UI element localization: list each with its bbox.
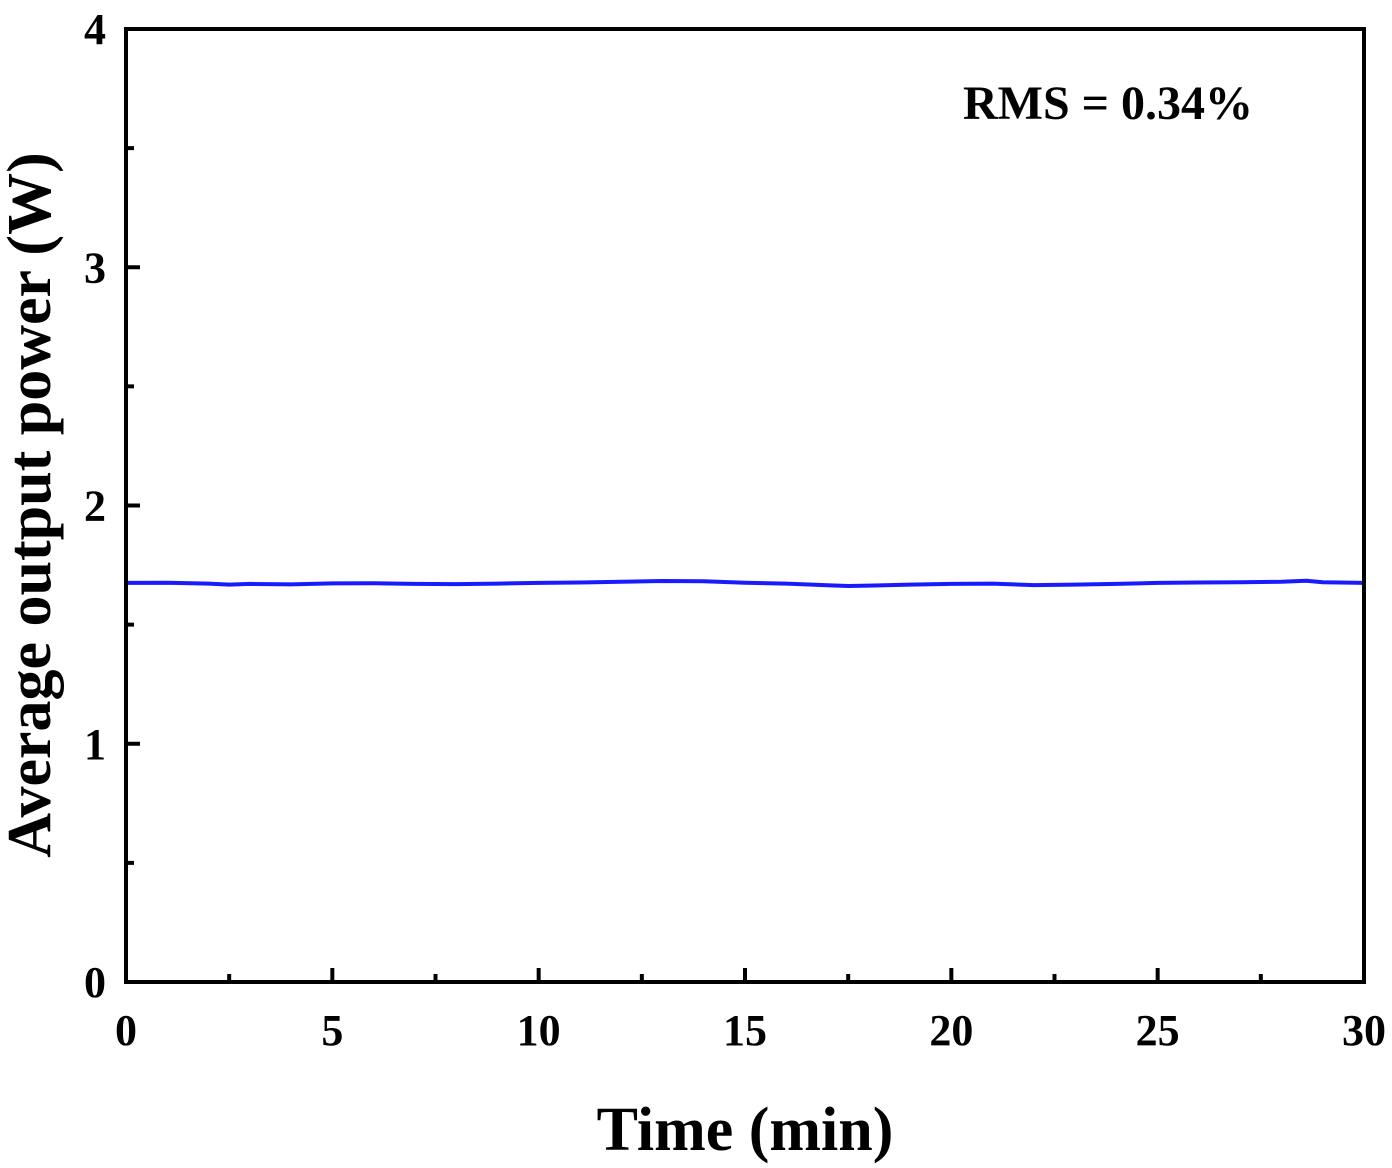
x-tick-label: 5: [321, 1006, 343, 1055]
plot-frame: [124, 27, 1366, 984]
y-tick-label: 1: [84, 720, 106, 769]
plot-area: [124, 27, 1366, 984]
y-axis-title: Average output power (W): [0, 152, 64, 857]
y-tick-label: 4: [84, 5, 106, 54]
x-tick-label: 20: [929, 1006, 973, 1055]
x-axis: 0 5 10 15 20 25 30: [115, 968, 1386, 1055]
x-tick-label: 10: [517, 1006, 561, 1055]
x-tick-label: 15: [723, 1006, 767, 1055]
x-tick-label: 25: [1136, 1006, 1180, 1055]
rms-annotation: RMS = 0.34%: [963, 77, 1253, 130]
y-tick-label: 3: [84, 243, 106, 292]
y-tick-label: 0: [84, 958, 106, 1007]
x-tick-label: 30: [1342, 1006, 1386, 1055]
series-line-0: [125, 578, 1365, 588]
y-axis: 0 1 2 3 4: [84, 5, 140, 1007]
x-tick-label: 0: [115, 1006, 137, 1055]
y-tick-label: 2: [84, 482, 106, 531]
x-axis-title: Time (min): [597, 1096, 894, 1164]
